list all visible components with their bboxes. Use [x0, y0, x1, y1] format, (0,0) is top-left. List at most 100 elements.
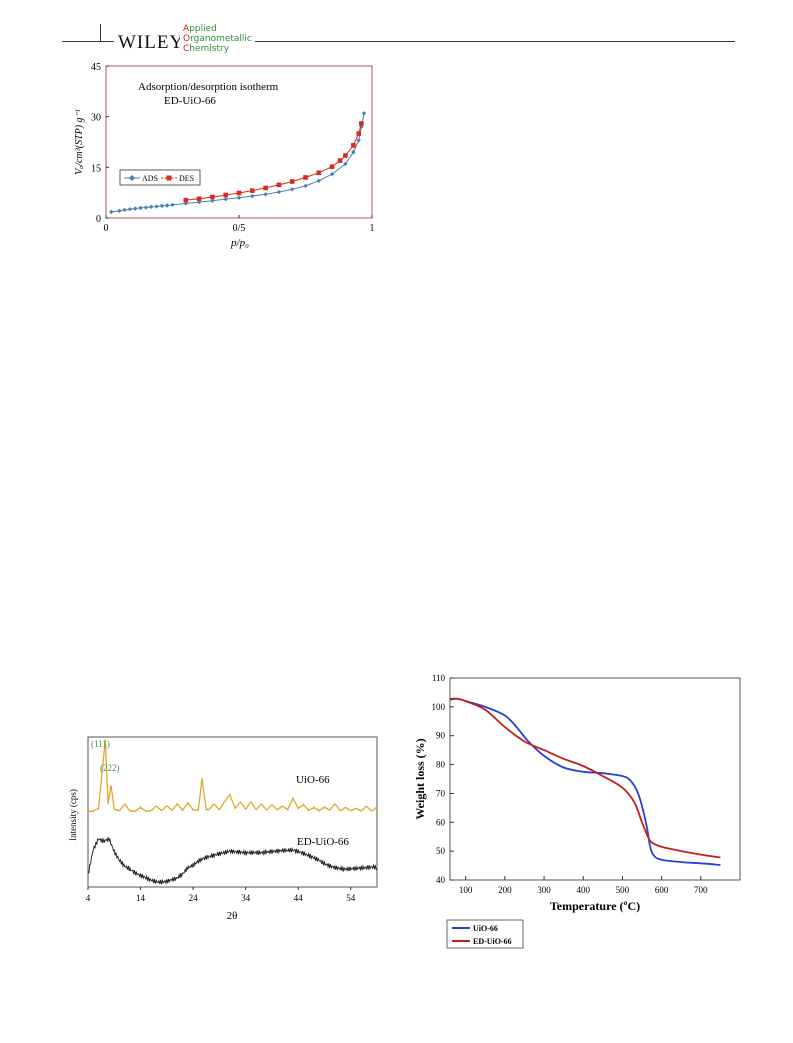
isotherm-xtick-label: 0 [104, 223, 109, 234]
journal-line-1: Applied [183, 24, 217, 34]
tga-plot-frame [449, 677, 741, 881]
isotherm-point-des [316, 170, 322, 176]
isotherm-point-des [329, 164, 335, 169]
tga-line-ed-uio-66 [449, 697, 721, 859]
legend-ed-uio66-label: ED-UiO-66 [473, 937, 512, 946]
isotherm-point-des [250, 188, 255, 193]
legend-des-label: DES [179, 174, 194, 183]
isotherm-point-ads [250, 193, 255, 199]
isotherm-point-ads [164, 203, 170, 208]
header-tick [100, 24, 101, 42]
isotherm-xtick-label: 1 [370, 223, 375, 234]
isotherm-point-ads [138, 205, 143, 211]
tga-xtick-label: 400 [576, 885, 590, 895]
tga-ytick-label: 60 [436, 817, 446, 827]
tga-ylabel: Weight loss (%) [413, 738, 427, 819]
xrd-label-ed-uio66: ED-UiO-66 [297, 836, 349, 848]
isotherm-subtitle: ED-UiO-66 [164, 95, 216, 107]
isotherm-point-des [289, 179, 295, 184]
isotherm-point-des [276, 182, 282, 188]
isotherm-point-ads [329, 171, 335, 177]
isotherm-point-ads [183, 201, 188, 206]
isotherm-ticks: 0 15 30 45 0 0/5 1 [91, 62, 375, 234]
legend-ads-marker [129, 175, 135, 181]
xrd-annotation-111: (111) [91, 739, 110, 749]
tga-xtick-label: 200 [498, 885, 512, 895]
journal-line-3: Chemistry [183, 44, 230, 54]
xrd-xtick-label: 14 [136, 893, 146, 903]
isotherm-point-ads [356, 138, 361, 143]
isotherm-point-ads [263, 192, 268, 197]
legend-ads-label: ADS [142, 174, 158, 183]
tga-ytick-label: 90 [436, 731, 446, 741]
xrd-xtick-label: 44 [294, 893, 304, 903]
xrd-xlabel: 2θ [227, 910, 238, 922]
isotherm-point-des [303, 175, 308, 180]
tga-ytick-label: 100 [432, 702, 446, 712]
tga-line-uio-66 [449, 697, 721, 866]
tga-xtick-label: 700 [694, 885, 708, 895]
isotherm-point-ads [303, 183, 308, 189]
tga-xtick-label: 100 [459, 885, 473, 895]
isotherm-point-des [337, 158, 343, 163]
tga-figure: 100 200 300 400 500 600 700405060708090100110 … [413, 673, 741, 949]
isotherm-point-ads [276, 189, 282, 195]
tga-xlabel: Temperature (ºC) [550, 899, 640, 913]
isotherm-point-des [223, 192, 228, 198]
isotherm-series [109, 111, 367, 215]
isotherm-point-ads [343, 161, 348, 167]
tga-ytick-label: 50 [436, 846, 446, 856]
tga-ticks: 100 200 300 400 500 600 700 40 50 60 70 80 90 100 110 [432, 673, 709, 895]
xrd-series [87, 739, 378, 885]
isotherm-point-ads [159, 203, 165, 209]
isotherm-point-ads [316, 178, 321, 184]
journal-line-2: Organometallic [183, 34, 252, 44]
isotherm-point-ads [351, 149, 356, 155]
xrd-annotation-222: (222) [100, 763, 120, 773]
tga-ytick-label: 40 [436, 875, 446, 885]
isotherm-point-ads [223, 196, 228, 202]
tga-legend: UiO-66 ED-UiO-66 [446, 919, 524, 949]
xrd-xtick-label: 4 [86, 893, 91, 903]
isotherm-ylabel: Vₐ/cm³(STP) g⁻¹ [74, 109, 85, 175]
isotherm-point-ads [127, 207, 133, 212]
tga-xtick-label: 300 [537, 885, 551, 895]
xrd-label-uio66: UiO-66 [296, 774, 330, 786]
isotherm-point-ads [236, 195, 242, 200]
isotherm-legend: ADS DES [119, 169, 201, 186]
xrd-xtick-label: 24 [189, 893, 199, 903]
isotherm-figure: Adsorption/desorption isotherm ED-UiO-66… [74, 62, 375, 249]
isotherm-point-ads [149, 204, 154, 210]
xrd-figure: 4 14 24 34 44 54 (111) (222) UiO-66 ED-UiO-66… [68, 736, 378, 922]
isotherm-point-ads [133, 206, 138, 211]
journal-title: Applied Organometallic Chemistry [180, 24, 255, 54]
isotherm-point-ads [290, 187, 295, 192]
legend-des-marker [166, 175, 172, 181]
isotherm-point-des [196, 196, 202, 202]
isotherm-ytick-label: 0 [96, 214, 101, 225]
xrd-line-uio-66 [87, 739, 378, 813]
isotherm-point-ads [361, 111, 367, 116]
isotherm-xlabel: p/p₀ [230, 237, 249, 249]
isotherm-point-des [210, 194, 215, 200]
isotherm-point-ads [154, 204, 159, 209]
legend-uio66-label: UiO-66 [473, 924, 498, 933]
isotherm-point-des [359, 121, 364, 126]
isotherm-title: Adsorption/desorption isotherm [138, 81, 279, 93]
isotherm-point-des [183, 197, 189, 203]
isotherm-point-des [351, 143, 356, 148]
isotherm-ytick-label: 30 [91, 113, 101, 124]
xrd-ylabel: Intensity (cps) [68, 789, 78, 841]
xrd-plot-frame [87, 736, 378, 888]
isotherm-point-ads [109, 209, 114, 215]
header-rule [62, 41, 735, 42]
tga-ytick-label: 80 [436, 760, 446, 770]
isotherm-point-des [343, 153, 348, 158]
isotherm-point-ads [117, 208, 122, 214]
isotherm-point-ads [210, 198, 215, 203]
isotherm-point-ads [122, 207, 127, 213]
isotherm-point-ads [143, 205, 149, 210]
tga-ytick-label: 110 [432, 673, 446, 683]
isotherm-ytick-label: 45 [91, 62, 101, 73]
isotherm-point-des [236, 190, 242, 196]
